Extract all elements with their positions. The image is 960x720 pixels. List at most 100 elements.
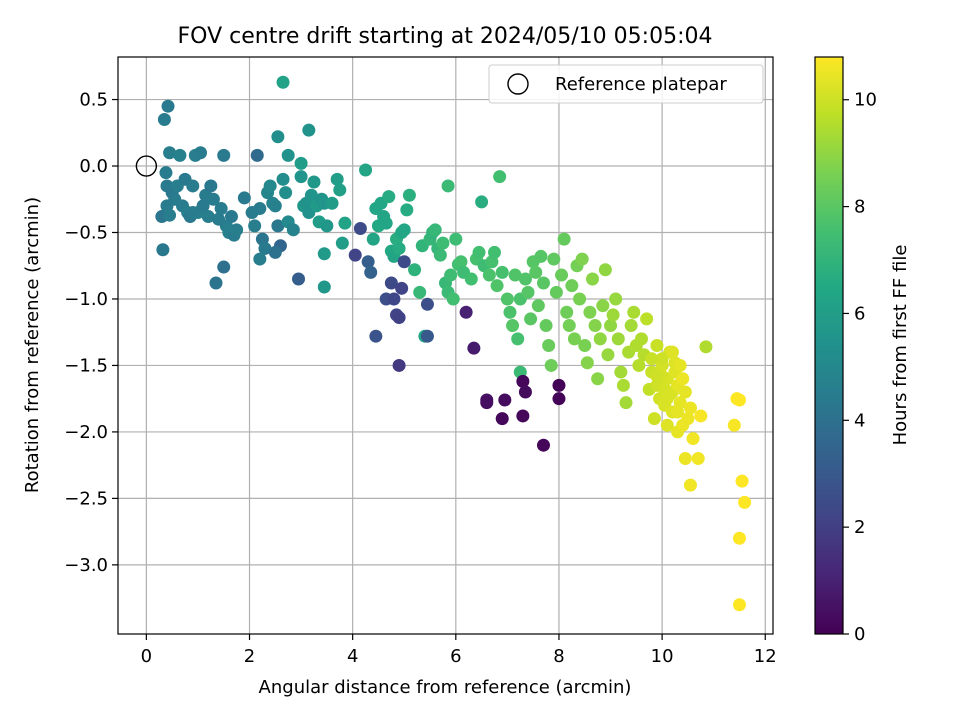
data-point [683, 478, 697, 492]
data-point [516, 374, 530, 388]
data-point [624, 319, 638, 333]
data-point [732, 598, 746, 612]
colorbar-tick-label: 2 [854, 517, 865, 538]
data-point [575, 252, 589, 266]
chart-title: FOV centre drift starting at 2024/05/10 … [178, 24, 713, 49]
data-point [650, 339, 664, 352]
data-point [214, 202, 228, 216]
data-point [614, 365, 628, 379]
colorbar-tick-label: 10 [854, 90, 877, 111]
data-point [591, 372, 605, 386]
data-point [449, 232, 463, 246]
data-point [420, 297, 434, 311]
data-point [302, 123, 316, 137]
data-point [480, 396, 494, 410]
colorbar-label: Hours from first FF file [890, 245, 911, 446]
data-point [534, 249, 548, 263]
data-point [691, 452, 705, 466]
data-point [268, 199, 282, 213]
data-point [606, 308, 620, 322]
data-point [640, 312, 654, 326]
data-point [518, 385, 532, 399]
plot-frame [117, 56, 774, 635]
data-point [516, 409, 530, 423]
data-point [395, 281, 409, 295]
colorbar: 0 2 4 6 8 10 Hours from first FF file [814, 56, 911, 645]
data-point [292, 272, 306, 286]
data-point [433, 248, 447, 262]
data-point [511, 332, 525, 346]
colorbar-gradient [814, 56, 844, 635]
data-point [402, 188, 416, 202]
data-point [173, 148, 187, 162]
data-point [204, 179, 218, 193]
data-point [482, 268, 496, 282]
data-point [596, 299, 610, 313]
data-point [276, 75, 290, 89]
data-point [518, 272, 532, 286]
data-point [338, 216, 352, 230]
data-point [732, 393, 746, 407]
data-point [159, 166, 173, 180]
data-point [699, 340, 713, 354]
data-point [294, 156, 308, 170]
reference-platepar-marker [135, 155, 158, 177]
data-point [446, 292, 460, 306]
data-point [565, 279, 579, 293]
data-point [387, 292, 401, 306]
data-point [320, 219, 334, 233]
data-point [557, 232, 571, 246]
y-tick-label: −1.5 [64, 355, 108, 376]
data-point [531, 299, 545, 313]
data-point [671, 405, 685, 419]
y-tick-label: −2.0 [64, 422, 108, 443]
data-point [276, 172, 290, 186]
data-point [392, 358, 406, 372]
data-point [493, 170, 507, 184]
data-point [317, 247, 331, 261]
data-point [521, 285, 535, 299]
data-point [634, 332, 648, 346]
data-point [611, 332, 625, 346]
data-point [413, 285, 427, 299]
y-tick-label: −3.0 [64, 555, 108, 576]
y-tick-label: 0.0 [79, 156, 108, 177]
data-point [495, 265, 509, 279]
data-point [464, 272, 478, 286]
data-point [335, 236, 349, 250]
data-point [271, 219, 285, 233]
data-point [201, 210, 215, 224]
data-point [539, 319, 553, 333]
data-point [250, 148, 264, 162]
data-point [536, 438, 550, 452]
data-point [420, 329, 434, 343]
data-point [676, 418, 690, 432]
data-point [359, 163, 373, 177]
data-point [163, 146, 177, 160]
y-axis-ticks: 0.5 0.0 −0.5 −1.0 −1.5 −2.0 −2.5 −3.0 [64, 90, 118, 576]
data-point [583, 305, 597, 319]
data-point [294, 170, 308, 184]
data-point [500, 292, 514, 306]
data-point [392, 241, 406, 255]
data-point [212, 212, 226, 226]
colorbar-ticks: 0 2 4 6 8 10 [843, 90, 877, 645]
data-point [397, 255, 411, 269]
data-point [304, 188, 318, 202]
data-point [428, 223, 442, 237]
data-point [330, 172, 344, 186]
data-point [436, 236, 450, 250]
data-point [279, 186, 293, 200]
data-point [441, 179, 455, 193]
y-tick-label: −1.0 [64, 289, 108, 310]
data-point [366, 232, 380, 246]
data-point [268, 245, 282, 259]
data-point [157, 112, 171, 126]
data-point [632, 358, 646, 372]
data-point [194, 146, 208, 160]
data-point [364, 265, 378, 279]
data-point [573, 292, 587, 306]
data-point [552, 378, 566, 392]
data-point [253, 202, 267, 216]
